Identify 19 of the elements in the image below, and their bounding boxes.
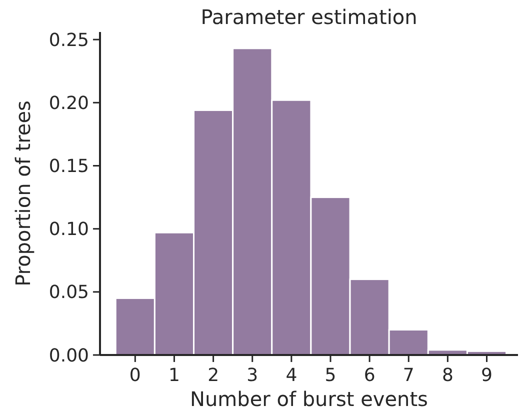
x-axis-title: Number of burst events [190,387,428,411]
chart-title: Parameter estimation [200,5,418,29]
x-tick-label: 1 [168,365,180,386]
x-tick-label: 8 [442,365,454,386]
y-tick-label: 0.15 [48,156,89,178]
y-tick-label: 0.25 [48,30,89,51]
x-tick-label: 9 [481,365,492,386]
x-tick-label: 3 [246,365,258,386]
x-tick-label: 4 [286,365,298,386]
y-tick-label: 0.20 [48,92,89,114]
x-tick-label: 5 [324,365,336,386]
y-axis-title: Proportion of trees [11,100,35,286]
x-tick-label: 6 [364,365,376,386]
y-tick-label: 0.05 [48,282,89,304]
y-tick-label: 0.10 [48,219,89,240]
x-tick-label: 0 [129,365,141,386]
x-tick-label: 2 [208,365,220,386]
y-tick-label: 0.00 [48,345,89,366]
x-tick-label: 7 [402,365,414,386]
